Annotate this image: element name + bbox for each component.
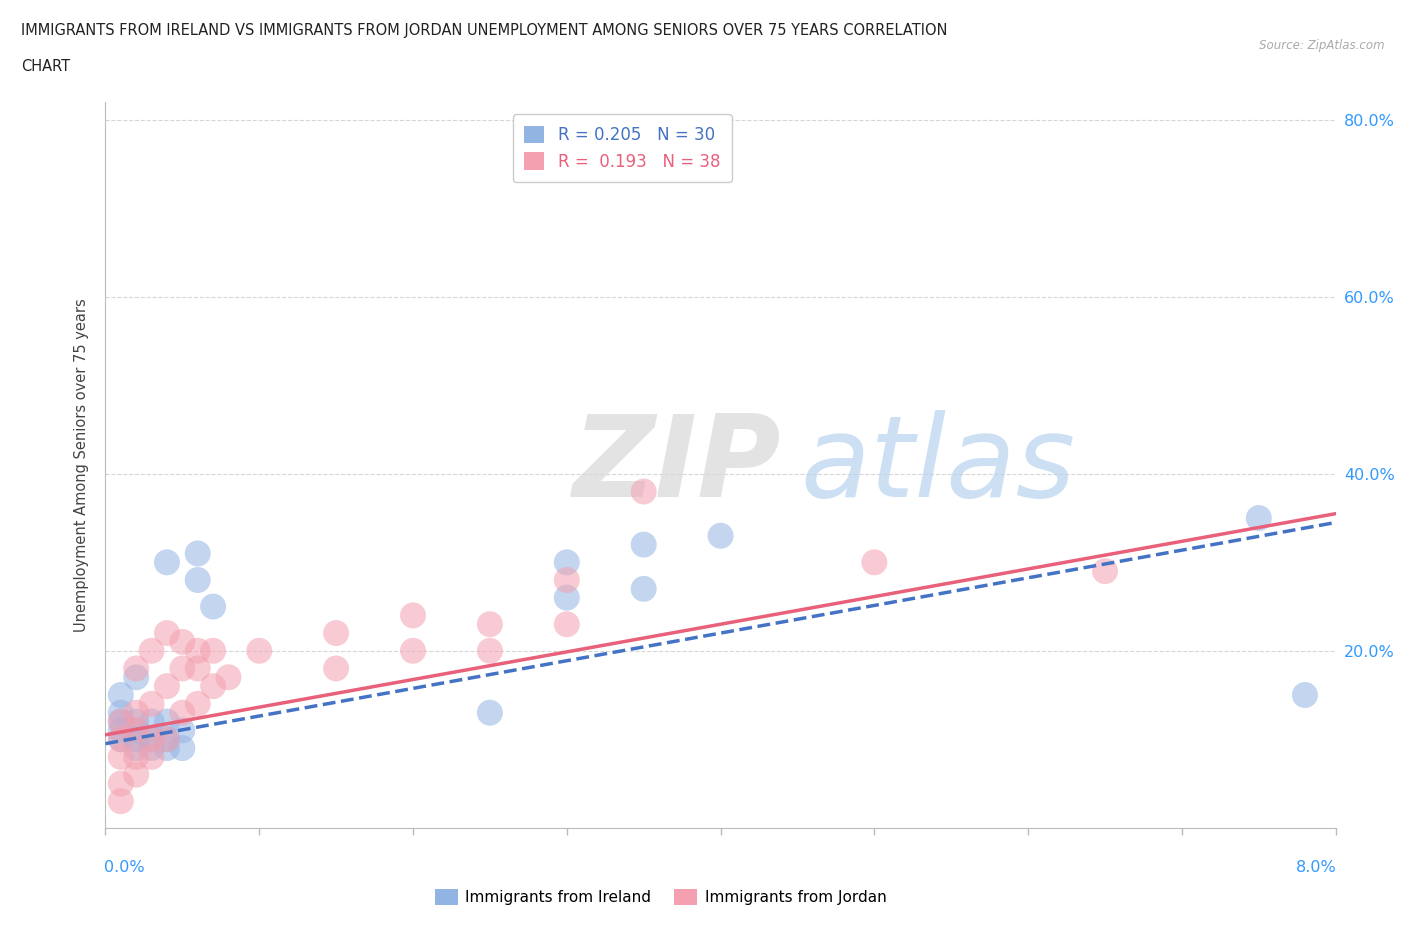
Point	[125, 661, 148, 676]
Point	[156, 679, 179, 694]
Point	[141, 732, 163, 747]
Point	[141, 644, 163, 658]
Point	[555, 591, 578, 605]
Point	[125, 723, 148, 737]
Point	[247, 644, 270, 658]
Legend: R = 0.205   N = 30, R =  0.193   N = 38: R = 0.205 N = 30, R = 0.193 N = 38	[513, 114, 731, 182]
Point	[555, 617, 578, 631]
Text: Source: ZipAtlas.com: Source: ZipAtlas.com	[1260, 39, 1385, 52]
Point	[325, 626, 347, 641]
Point	[172, 723, 194, 737]
Point	[156, 740, 179, 755]
Point	[110, 705, 132, 720]
Point	[478, 705, 501, 720]
Point	[156, 732, 179, 747]
Point	[172, 661, 194, 676]
Text: IMMIGRANTS FROM IRELAND VS IMMIGRANTS FROM JORDAN UNEMPLOYMENT AMONG SENIORS OVE: IMMIGRANTS FROM IRELAND VS IMMIGRANTS FR…	[21, 23, 948, 38]
Point	[1247, 511, 1270, 525]
Point	[125, 670, 148, 684]
Text: CHART: CHART	[21, 59, 70, 73]
Point	[125, 714, 148, 729]
Point	[110, 723, 132, 737]
Point	[187, 697, 209, 711]
Point	[141, 732, 163, 747]
Point	[325, 661, 347, 676]
Point	[478, 617, 501, 631]
Point	[110, 732, 132, 747]
Point	[125, 740, 148, 755]
Point	[110, 687, 132, 702]
Point	[156, 555, 179, 570]
Point	[110, 776, 132, 790]
Text: 8.0%: 8.0%	[1296, 860, 1337, 875]
Point	[202, 599, 225, 614]
Point	[633, 581, 655, 596]
Point	[633, 538, 655, 552]
Point	[141, 740, 163, 755]
Point	[110, 714, 132, 729]
Point	[402, 644, 425, 658]
Point	[156, 714, 179, 729]
Text: 0.0%: 0.0%	[104, 860, 145, 875]
Point	[187, 573, 209, 588]
Legend: Immigrants from Ireland, Immigrants from Jordan: Immigrants from Ireland, Immigrants from…	[429, 883, 893, 911]
Point	[202, 644, 225, 658]
Point	[141, 750, 163, 764]
Point	[478, 644, 501, 658]
Point	[555, 555, 578, 570]
Point	[172, 634, 194, 649]
Point	[125, 750, 148, 764]
Point	[125, 767, 148, 782]
Point	[555, 573, 578, 588]
Point	[110, 750, 132, 764]
Text: atlas: atlas	[800, 409, 1076, 521]
Point	[187, 661, 209, 676]
Point	[141, 714, 163, 729]
Point	[1294, 687, 1316, 702]
Text: ZIP: ZIP	[574, 409, 782, 521]
Point	[110, 793, 132, 808]
Point	[156, 626, 179, 641]
Point	[110, 732, 132, 747]
Point	[863, 555, 886, 570]
Point	[110, 714, 132, 729]
Point	[633, 485, 655, 499]
Point	[202, 679, 225, 694]
Point	[1094, 564, 1116, 578]
Point	[187, 546, 209, 561]
Point	[172, 740, 194, 755]
Point	[125, 723, 148, 737]
Point	[710, 528, 733, 543]
Point	[402, 608, 425, 623]
Point	[218, 670, 240, 684]
Point	[141, 697, 163, 711]
Point	[156, 732, 179, 747]
Point	[125, 732, 148, 747]
Point	[187, 644, 209, 658]
Y-axis label: Unemployment Among Seniors over 75 years: Unemployment Among Seniors over 75 years	[75, 299, 90, 631]
Point	[172, 705, 194, 720]
Point	[125, 705, 148, 720]
